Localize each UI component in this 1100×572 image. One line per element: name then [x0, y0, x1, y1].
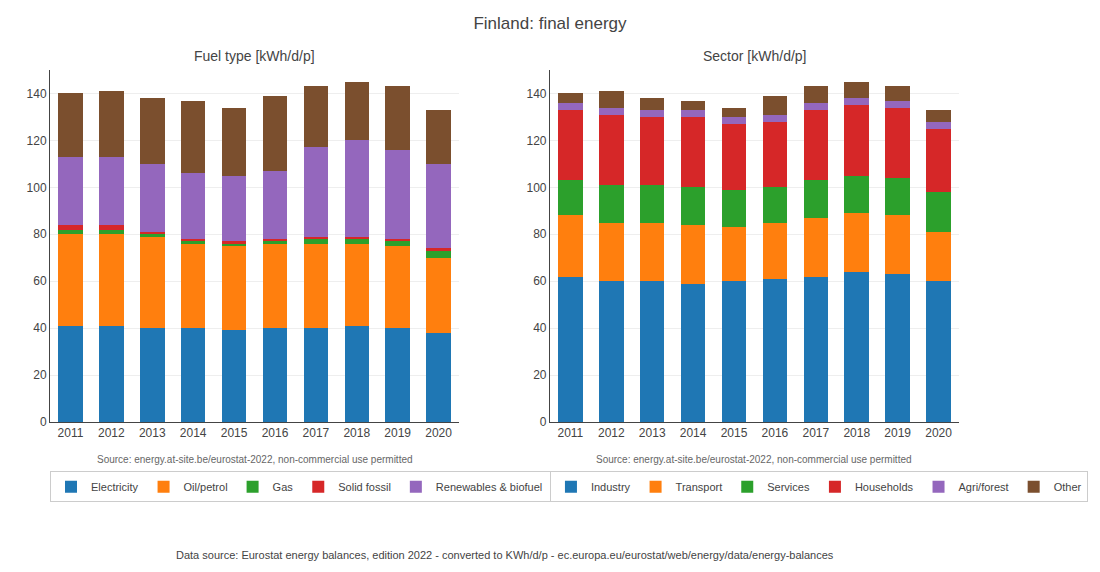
svg-text:Households: Households [855, 481, 914, 493]
svg-text:Agri/forest: Agri/forest [959, 481, 1009, 493]
svg-text:2014: 2014 [180, 426, 207, 440]
svg-text:2018: 2018 [843, 426, 870, 440]
svg-text:Industry: Industry [591, 481, 631, 493]
svg-text:2012: 2012 [98, 426, 125, 440]
svg-text:0: 0 [540, 415, 547, 429]
svg-text:2016: 2016 [262, 426, 289, 440]
svg-text:60: 60 [33, 274, 47, 288]
svg-text:20: 20 [533, 368, 547, 382]
svg-text:2013: 2013 [639, 426, 666, 440]
svg-text:Source: energy.at-site.be/euro: Source: energy.at-site.be/eurostat-2022,… [97, 454, 413, 465]
svg-text:Services: Services [767, 481, 810, 493]
svg-text:100: 100 [27, 181, 47, 195]
svg-text:Renewables & biofuel: Renewables & biofuel [436, 481, 542, 493]
svg-text:2011: 2011 [58, 426, 84, 440]
svg-text:2016: 2016 [762, 426, 789, 440]
svg-text:140: 140 [27, 87, 47, 101]
svg-text:2018: 2018 [343, 426, 370, 440]
svg-text:80: 80 [33, 227, 47, 241]
svg-text:140: 140 [527, 87, 547, 101]
svg-text:Source: energy.at-site.be/euro: Source: energy.at-site.be/eurostat-2022,… [596, 454, 912, 465]
svg-text:100: 100 [527, 181, 547, 195]
svg-text:2012: 2012 [598, 426, 625, 440]
svg-text:0: 0 [40, 415, 47, 429]
svg-text:2020: 2020 [425, 426, 452, 440]
svg-text:2017: 2017 [303, 426, 330, 440]
svg-text:Solid fossil: Solid fossil [338, 481, 391, 493]
svg-text:2019: 2019 [384, 426, 411, 440]
svg-text:2014: 2014 [680, 426, 707, 440]
svg-text:40: 40 [33, 321, 47, 335]
svg-text:120: 120 [527, 134, 547, 148]
svg-text:Fuel type [kWh/d/p]: Fuel type [kWh/d/p] [194, 48, 315, 64]
svg-text:Transport: Transport [676, 481, 723, 493]
svg-text:2015: 2015 [221, 426, 248, 440]
svg-text:2013: 2013 [139, 426, 166, 440]
svg-text:2011: 2011 [557, 426, 583, 440]
svg-text:2017: 2017 [802, 426, 829, 440]
svg-text:80: 80 [533, 227, 547, 241]
svg-text:Oil/petrol: Oil/petrol [184, 481, 228, 493]
svg-text:2019: 2019 [884, 426, 911, 440]
svg-text:Electricity: Electricity [91, 481, 139, 493]
svg-text:120: 120 [27, 134, 47, 148]
svg-text:60: 60 [533, 274, 547, 288]
svg-text:Sector [kWh/d/p]: Sector [kWh/d/p] [703, 48, 806, 64]
svg-text:Other: Other [1054, 481, 1082, 493]
svg-text:Data source: Eurostat energy b: Data source: Eurostat energy balances, e… [176, 549, 834, 561]
svg-text:2020: 2020 [925, 426, 952, 440]
svg-text:Gas: Gas [273, 481, 294, 493]
svg-text:Finland: final energy: Finland: final energy [473, 14, 627, 33]
svg-text:2015: 2015 [721, 426, 748, 440]
svg-text:40: 40 [533, 321, 547, 335]
svg-text:20: 20 [33, 368, 47, 382]
